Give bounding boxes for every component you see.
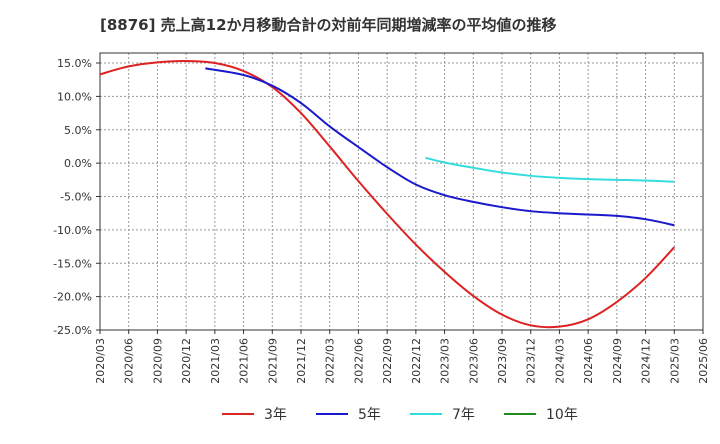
x-tick-label: 2021/06 [238,338,251,384]
y-tick-label: -5.0% [60,191,92,204]
x-tick-label: 2023/09 [496,338,509,384]
series-lines [99,59,676,329]
legend-label-3: 10年 [546,407,578,423]
y-tick-label: -25.0% [53,324,92,337]
grid-lines [99,53,704,331]
x-tick-label: 2020/09 [151,338,164,384]
x-tick-label: 2020/12 [180,338,193,384]
x-tick-label: 2021/12 [295,338,308,384]
plot-frame [99,52,704,331]
x-tick-label: 2024/06 [582,338,595,384]
x-tick-label: 2023/12 [525,338,538,384]
x-tick-label: 2024/03 [553,338,566,384]
legend-label-2: 7年 [452,407,475,423]
y-tick-label: 15.0% [57,57,92,70]
x-tick-label: 2022/06 [352,338,365,384]
axes: 15.0% 10.0% 5.0% 0.0% -5.0% -10.0% -15.0% -20.0… [53,52,710,384]
x-tick-label: 2022/09 [381,338,394,384]
x-tick-label: 2025/03 [668,338,681,384]
chart-title: [8876] 売上高12か月移動合計の対前年同期増減率の平均値の推移 [100,16,557,34]
x-tick-label: 2023/03 [439,338,452,384]
legend: 3年 5年 7年 10年 [222,407,578,423]
series-line-1 [205,67,675,227]
x-tick-label: 2022/12 [410,338,423,384]
x-tick-label: 2022/03 [324,338,337,384]
x-tick-label: 2020/06 [123,338,136,384]
y-tick-label: -15.0% [53,257,92,270]
x-tick-label: 2024/12 [640,338,653,384]
y-tick-label: 5.0% [64,124,92,137]
x-tick-label: 2023/06 [467,338,480,384]
x-tick-label: 2021/09 [266,338,279,384]
y-tick-label: -20.0% [53,291,92,304]
x-tick-label: 2020/03 [94,338,107,384]
x-tick-label: 2021/03 [209,338,222,384]
x-tick-label: 2025/06 [697,338,710,384]
legend-label-1: 5年 [358,407,381,423]
series-line-2 [425,156,675,183]
legend-label-0: 3年 [264,407,287,423]
y-tick-label: 10.0% [57,90,92,103]
y-tick-label: 0.0% [64,157,92,170]
x-tick-label: 2024/09 [611,338,624,384]
series-line-0 [99,59,676,329]
y-tick-label: -10.0% [53,224,92,237]
